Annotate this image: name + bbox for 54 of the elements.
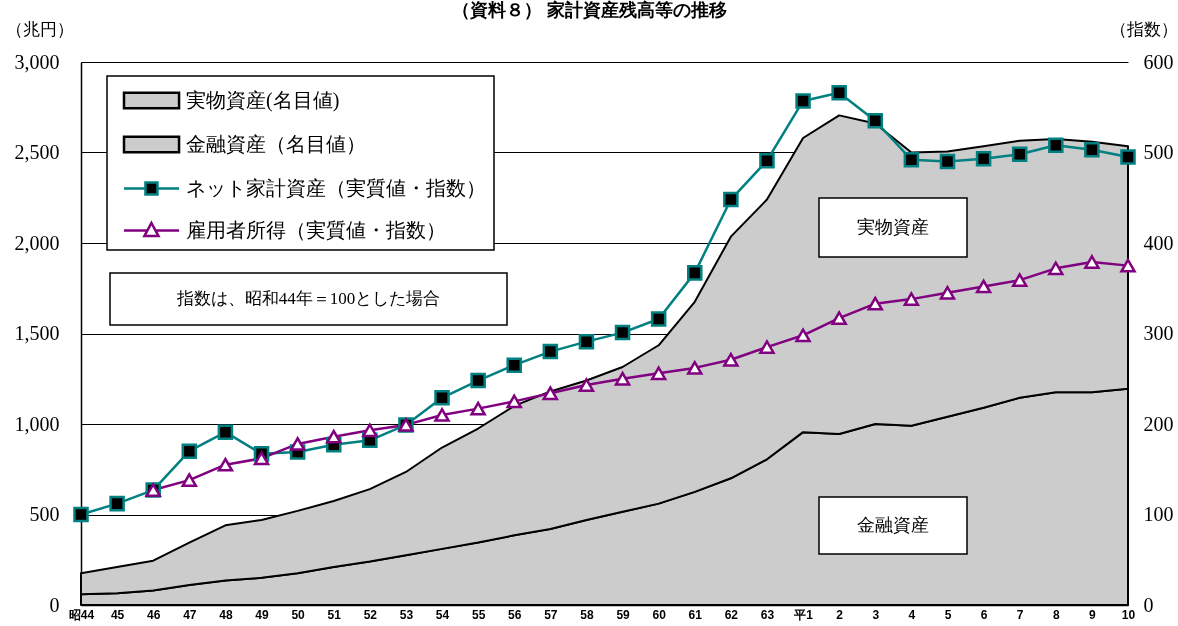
y2-tick-label: 500 (1143, 141, 1174, 163)
x-tick-label: 45 (110, 607, 125, 622)
legend-label: ネット家計資産（実質値・指数） (186, 176, 486, 199)
x-tick-label: 49 (255, 607, 270, 622)
x-tick-label: 54 (435, 607, 450, 622)
x-tick-label: 7 (1016, 607, 1024, 622)
x-tick-label: 10 (1121, 607, 1136, 622)
x-tick-label: 62 (724, 607, 739, 622)
x-tick-label: 3 (872, 607, 880, 622)
x-tick-label: 52 (363, 607, 378, 622)
legend-label: 金融資産（名目値） (186, 132, 366, 155)
x-tick-label: 8 (1052, 607, 1060, 622)
chart-title: （資料８） 家計資産残高等の推移 (451, 0, 728, 20)
x-tick-label: 9 (1089, 607, 1097, 622)
x-tick-label: 51 (327, 607, 342, 622)
x-tick-label: 5 (944, 607, 952, 622)
x-tick-label: 47 (183, 607, 197, 622)
x-tick-label: 50 (291, 607, 306, 622)
x-tick-label: 61 (688, 607, 703, 622)
y2-axis-title: （指数） (1109, 19, 1178, 39)
x-tick-label: 平1 (793, 607, 814, 622)
x-tick-label: 60 (652, 607, 667, 622)
x-tick-label: 59 (616, 607, 631, 622)
x-tick-label: 46 (147, 607, 161, 622)
x-tick-label: 56 (508, 607, 522, 622)
y2-tick-label: 300 (1143, 322, 1174, 344)
y-tick-label: 1,500 (14, 322, 60, 344)
y2-tick-label: 0 (1143, 593, 1154, 616)
y2-tick-label: 400 (1143, 231, 1174, 254)
y2-tick-label: 200 (1143, 412, 1174, 435)
x-tick-label: 4 (908, 607, 916, 622)
legend-label: 実物資産(名目値) (186, 88, 340, 112)
y2-tick-label: 600 (1143, 50, 1174, 73)
y-tick-label: 1,000 (14, 412, 60, 435)
y-axis-title: （兆円） (5, 19, 74, 39)
annotation: 実物資産 (857, 216, 929, 237)
y-tick-label: 2,500 (14, 141, 60, 163)
x-tick-label: 57 (544, 607, 558, 622)
legend-label: 雇用者所得（実質値・指数） (186, 218, 446, 241)
annotation: 指数は、昭和44年＝100とした場合 (175, 289, 441, 308)
annotation: 金融資産 (857, 514, 929, 535)
x-tick-label: 48 (219, 607, 233, 622)
x-tick-label: 6 (980, 607, 988, 622)
x-tick-label: 53 (399, 607, 414, 622)
y-tick-label: 3,000 (14, 50, 60, 73)
y-tick-label: 2,000 (14, 231, 60, 254)
x-tick-label: 58 (580, 607, 594, 622)
y-tick-label: 500 (29, 503, 60, 525)
y2-tick-label: 100 (1143, 503, 1174, 525)
x-tick-label: 63 (760, 607, 775, 622)
x-tick-label: 55 (471, 607, 486, 622)
x-tick-label: 昭44 (68, 607, 95, 622)
x-tick-label: 2 (836, 607, 844, 622)
y-tick-label: 0 (49, 593, 60, 616)
